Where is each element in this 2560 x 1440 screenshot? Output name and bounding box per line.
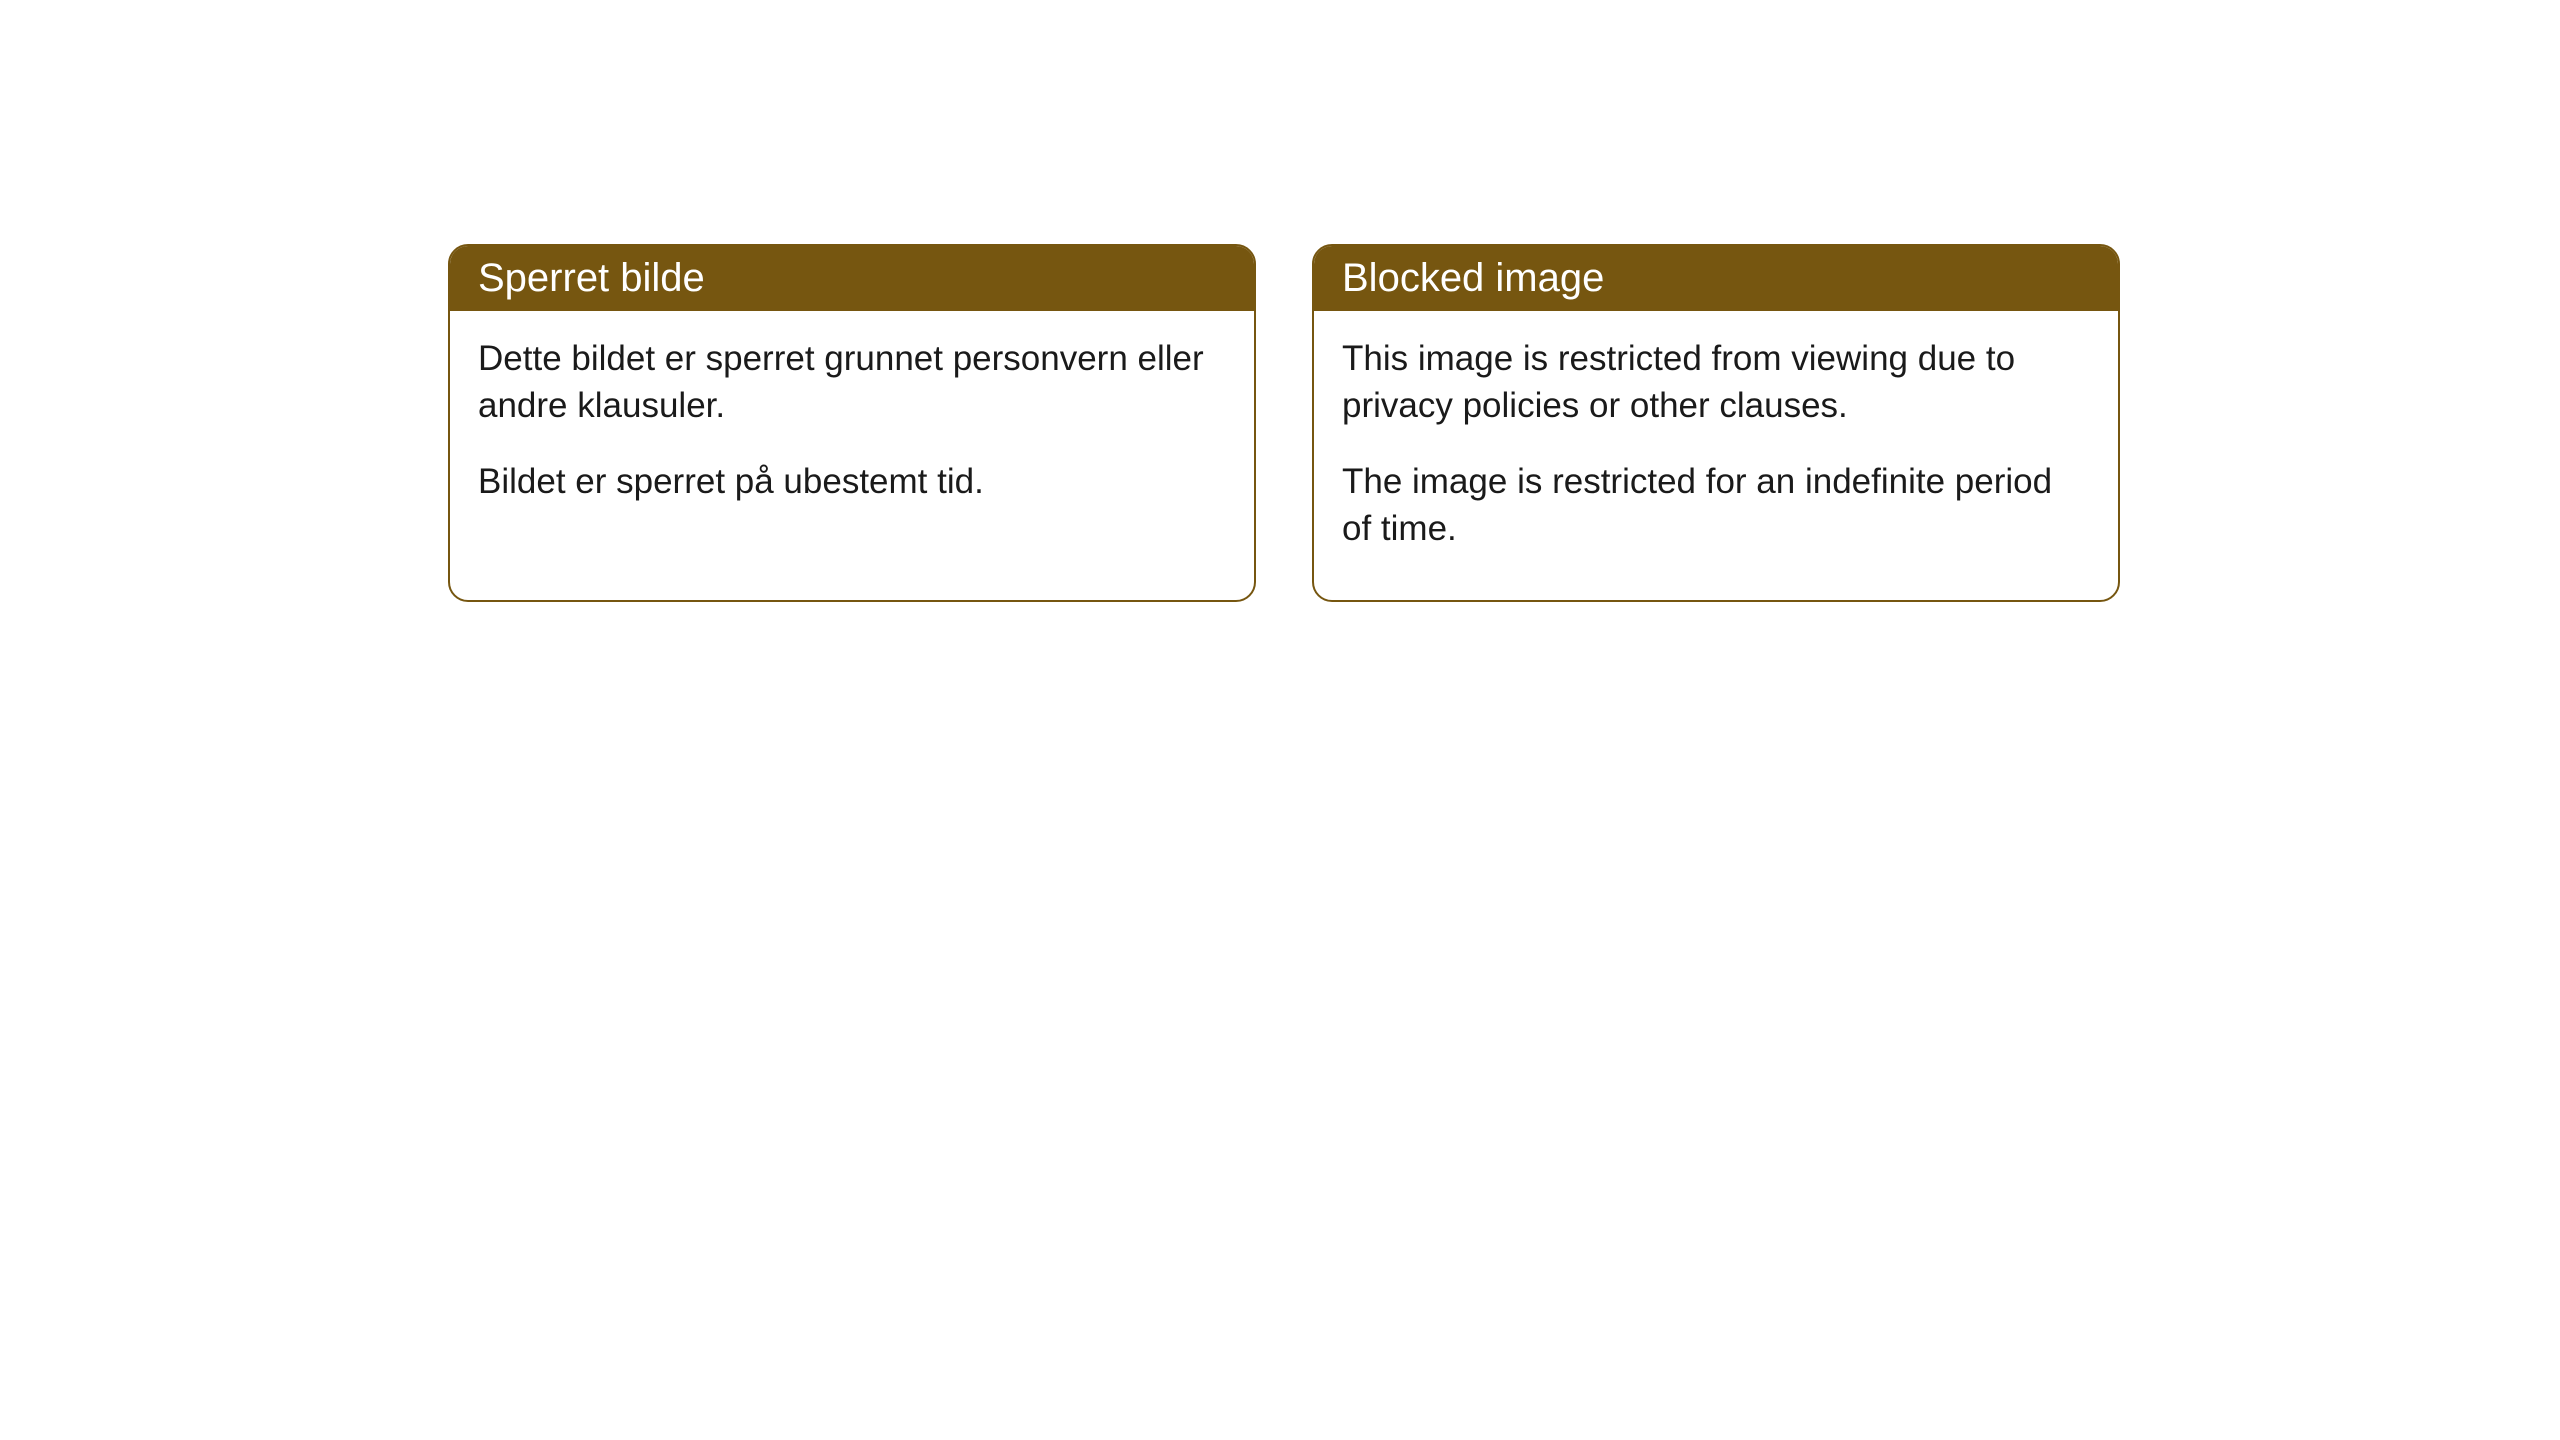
card-paragraph: Bildet er sperret på ubestemt tid.: [478, 458, 1226, 505]
card-paragraph: Dette bildet er sperret grunnet personve…: [478, 335, 1226, 430]
notice-card-english: Blocked image This image is restricted f…: [1312, 244, 2120, 602]
notice-cards-container: Sperret bilde Dette bildet er sperret gr…: [448, 244, 2120, 602]
card-paragraph: The image is restricted for an indefinit…: [1342, 458, 2090, 553]
card-title: Blocked image: [1342, 256, 1604, 300]
card-title: Sperret bilde: [478, 256, 705, 300]
card-paragraph: This image is restricted from viewing du…: [1342, 335, 2090, 430]
card-body: This image is restricted from viewing du…: [1314, 311, 2118, 600]
card-body: Dette bildet er sperret grunnet personve…: [450, 311, 1254, 553]
card-header: Blocked image: [1314, 246, 2118, 311]
notice-card-norwegian: Sperret bilde Dette bildet er sperret gr…: [448, 244, 1256, 602]
card-header: Sperret bilde: [450, 246, 1254, 311]
